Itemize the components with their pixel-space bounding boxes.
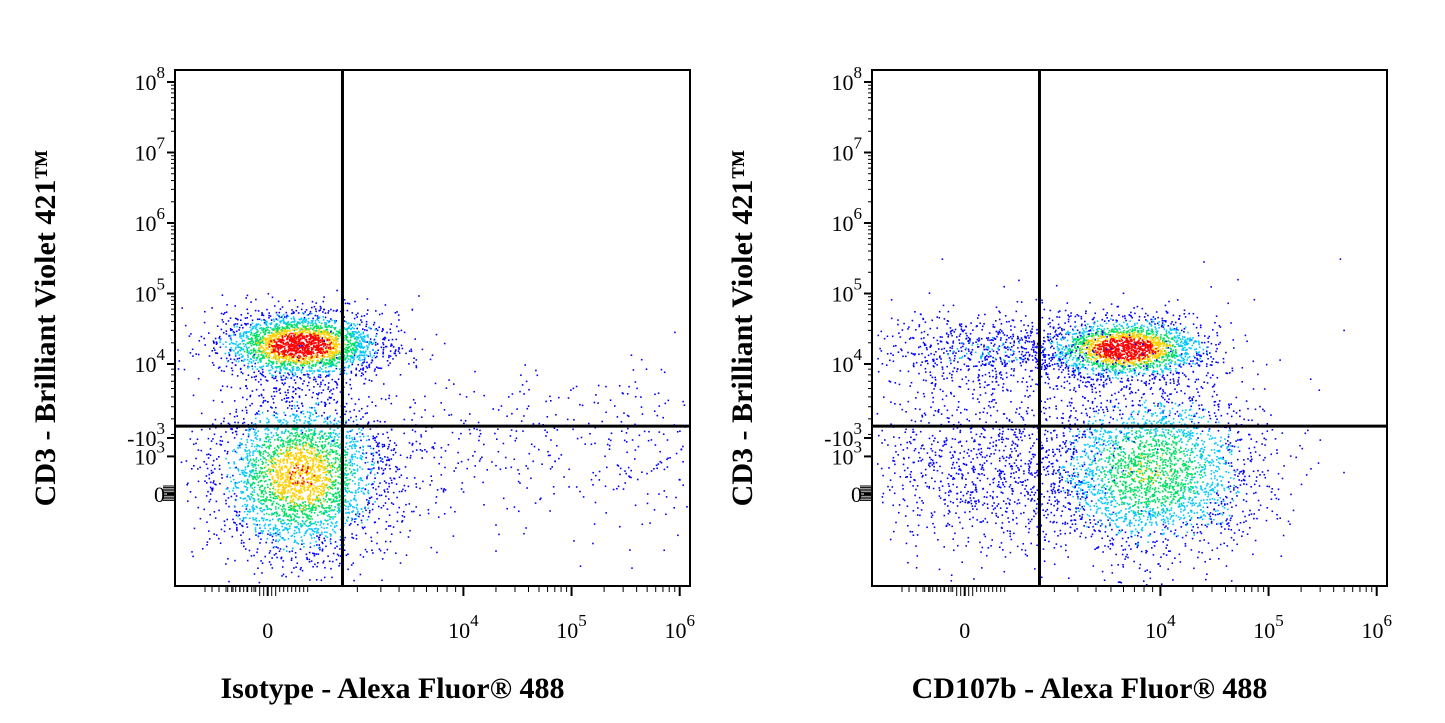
population-1 [177, 289, 446, 405]
y-tick-label: -103 [824, 419, 862, 451]
y-tick-label: 107 [135, 134, 166, 166]
y-tick-label: 108 [135, 63, 166, 95]
x-tick-label: 106 [664, 611, 695, 643]
flow-plot-isotype-svg: 108 107 106 105 104 103 0 -103 0 104 105 106 Isotype… [29, 63, 695, 705]
events-layer [876, 258, 1345, 586]
x-tick-label: 0 [262, 618, 273, 643]
x-tick-label: 106 [1361, 611, 1392, 643]
x-axis-title: Isotype - Alexa Fluor® 488 [220, 672, 564, 705]
population-2 [964, 286, 1345, 586]
y-tick-label: 104 [135, 345, 166, 377]
y-tick-label: 104 [832, 345, 863, 377]
y-axis: 108 107 106 105 104 103 0 -103 [824, 63, 872, 507]
y-tick-label: 103 [135, 437, 166, 469]
flow-plot-isotype: 108 107 106 105 104 103 0 -103 0 104 105 106 Isotype… [0, 0, 720, 723]
outlier-events [912, 258, 1345, 537]
x-tick-label: 105 [1253, 611, 1284, 643]
y-tick-label: 107 [832, 134, 863, 166]
x-tick-label: 0 [959, 618, 970, 643]
x-axis-title: CD107b - Alexa Fluor® 488 [912, 672, 1268, 705]
population-3 [371, 331, 688, 569]
population-2 [180, 340, 446, 584]
x-tick-label: 105 [556, 611, 587, 643]
population-1 [978, 299, 1248, 402]
x-tick-label: 104 [448, 611, 479, 643]
flow-plot-cd107b-svg: 108 107 106 105 104 103 0 -103 0 104 105 106 CD107b … [726, 63, 1392, 705]
y-tick-label: 105 [832, 275, 863, 307]
x-tick-label: 104 [1145, 611, 1176, 643]
y-tick-label: 0 [154, 482, 165, 507]
y-tick-label: 103 [832, 437, 863, 469]
events-layer [177, 289, 688, 584]
x-axis: 0 104 105 106 [901, 586, 1392, 643]
y-tick-label: 0 [851, 482, 862, 507]
outlier-events [215, 299, 666, 552]
y-tick-label: 106 [135, 204, 166, 236]
y-axis-title: CD3 - Brilliant Violet 421™ [726, 150, 759, 507]
y-axis-title: CD3 - Brilliant Violet 421™ [29, 150, 62, 507]
y-axis: 108 107 106 105 104 103 0 -103 [127, 63, 175, 507]
flow-plot-cd107b: 108 107 106 105 104 103 0 -103 0 104 105 106 CD107b … [697, 0, 1417, 723]
plot-frame [174, 69, 691, 587]
x-axis: 0 104 105 106 [204, 586, 695, 643]
y-tick-label: -103 [127, 419, 165, 451]
plot-frame [871, 69, 1388, 587]
y-tick-label: 108 [832, 63, 863, 95]
y-tick-label: 106 [832, 204, 863, 236]
y-tick-label: 105 [135, 275, 166, 307]
